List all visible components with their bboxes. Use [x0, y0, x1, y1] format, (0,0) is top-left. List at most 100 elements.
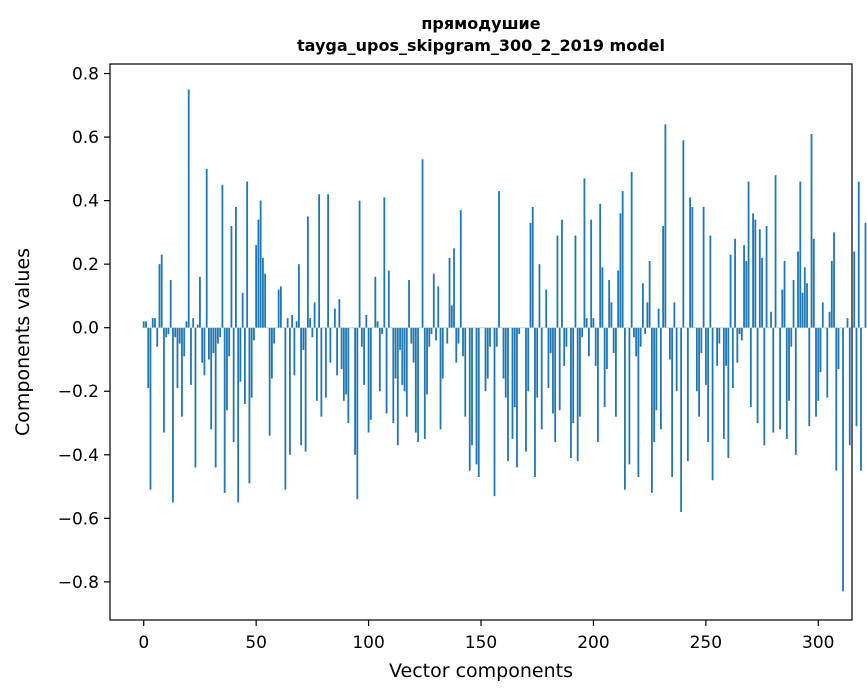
bar-286 [785, 327, 788, 439]
bar-74 [309, 318, 312, 328]
bar-162 [507, 327, 509, 462]
bar-120 [412, 327, 415, 363]
bar-63 [284, 327, 287, 490]
bar-209 [612, 327, 615, 354]
bar-72 [304, 327, 307, 452]
bar-283 [779, 327, 781, 430]
bar-57 [270, 327, 273, 379]
bar-34 [219, 327, 222, 338]
bar-5 [154, 318, 156, 328]
bar-214 [624, 327, 626, 490]
bar-160 [502, 327, 505, 379]
bar-185 [558, 327, 561, 411]
bar-60 [277, 289, 280, 328]
y-tick-label: 0.8 [72, 65, 99, 85]
bar-61 [279, 286, 282, 328]
bar-158 [498, 191, 500, 328]
bar-69 [297, 264, 300, 328]
bar-237 [675, 327, 678, 392]
bar-314 [848, 327, 851, 446]
bar-88 [340, 327, 343, 369]
bar-129 [432, 273, 435, 328]
y-tick-label: 0.0 [72, 319, 99, 339]
bar-115 [401, 327, 404, 385]
bar-19 [185, 321, 188, 328]
bar-90 [345, 327, 347, 395]
bar-117 [405, 327, 408, 417]
bar-146 [471, 327, 473, 446]
bar-223 [644, 327, 647, 335]
bar-317 [855, 327, 858, 427]
bar-301 [819, 327, 822, 373]
y-tick-label: −0.4 [58, 446, 99, 466]
bar-1 [145, 321, 147, 328]
bar-94 [354, 327, 356, 455]
bar-287 [788, 327, 790, 401]
bar-128 [430, 327, 433, 335]
y-tick-label: 0.2 [72, 255, 99, 275]
bar-264 [736, 327, 739, 363]
bar-207 [608, 280, 611, 328]
bar-42 [237, 327, 240, 503]
bar-174 [534, 327, 536, 478]
bar-255 [716, 327, 718, 366]
bar-275 [761, 257, 763, 328]
x-tick-label: 100 [352, 633, 384, 653]
bar-269 [747, 181, 750, 328]
bar-143 [464, 327, 467, 417]
bar-190 [570, 327, 572, 458]
bar-202 [597, 327, 599, 443]
bar-281 [774, 175, 777, 328]
y-tick-label: 0.6 [72, 128, 99, 148]
bar-53 [262, 257, 264, 328]
bar-139 [455, 327, 458, 363]
bar-210 [615, 327, 617, 417]
bar-50 [255, 245, 258, 328]
bar-193 [576, 327, 579, 462]
bar-9 [163, 327, 165, 433]
bar-56 [268, 327, 271, 436]
bar-192 [574, 235, 577, 328]
bar-73 [306, 216, 309, 328]
bar-199 [590, 219, 593, 328]
bar-291 [797, 251, 799, 328]
bar-240 [682, 140, 685, 328]
bar-16 [178, 327, 181, 344]
bar-268 [745, 260, 748, 328]
bar-201 [594, 327, 597, 366]
x-tick-label: 200 [577, 633, 609, 653]
bar-58 [273, 327, 276, 344]
bar-309 [837, 327, 840, 369]
x-tick-label: 300 [802, 633, 834, 653]
bar-35 [221, 184, 224, 328]
bar-274 [758, 229, 761, 328]
bar-220 [637, 327, 640, 478]
bar-148 [475, 327, 478, 465]
bar-251 [707, 327, 709, 443]
bar-91 [347, 327, 350, 424]
x-axis-label: Vector components [389, 660, 573, 682]
bar-266 [740, 327, 743, 341]
bar-126 [426, 327, 428, 395]
bar-83 [329, 327, 332, 363]
bar-118 [408, 280, 410, 328]
bar-64 [286, 318, 289, 328]
bar-213 [621, 191, 624, 328]
bar-219 [635, 327, 638, 357]
bar-86 [336, 327, 338, 376]
bar-262 [731, 327, 734, 389]
bar-259 [725, 327, 727, 366]
bar-29 [208, 327, 210, 360]
x-tick-label: 0 [138, 633, 149, 653]
bar-87 [338, 299, 341, 328]
bar-307 [833, 232, 835, 328]
bar-6 [156, 327, 159, 347]
bar-265 [738, 327, 741, 335]
bar-217 [630, 172, 633, 328]
bar-222 [641, 283, 644, 328]
bar-76 [313, 302, 316, 328]
bar-218 [633, 327, 635, 338]
bar-260 [727, 327, 730, 458]
bar-236 [673, 302, 676, 328]
bar-25 [199, 276, 201, 328]
